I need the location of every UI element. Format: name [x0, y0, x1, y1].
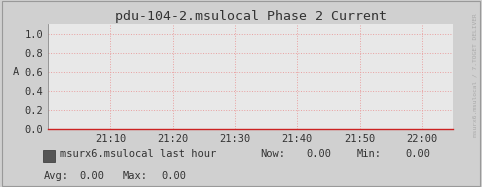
Text: 0.00: 0.00: [306, 149, 331, 159]
Text: Avg:: Avg:: [43, 171, 68, 181]
Text: 0.00: 0.00: [161, 171, 187, 181]
Text: Min:: Min:: [357, 149, 382, 159]
Text: msurx6.msulocal / 7.TOGET DELIVER: msurx6.msulocal / 7.TOGET DELIVER: [472, 13, 477, 137]
Text: msurx6.msulocal last hour: msurx6.msulocal last hour: [60, 149, 216, 159]
Text: 0.00: 0.00: [405, 149, 430, 159]
Text: Now:: Now:: [260, 149, 285, 159]
Text: Max:: Max:: [123, 171, 148, 181]
Title: pdu-104-2.msulocal Phase 2 Current: pdu-104-2.msulocal Phase 2 Current: [115, 10, 387, 23]
Y-axis label: A: A: [13, 67, 19, 77]
Text: 0.00: 0.00: [80, 171, 105, 181]
